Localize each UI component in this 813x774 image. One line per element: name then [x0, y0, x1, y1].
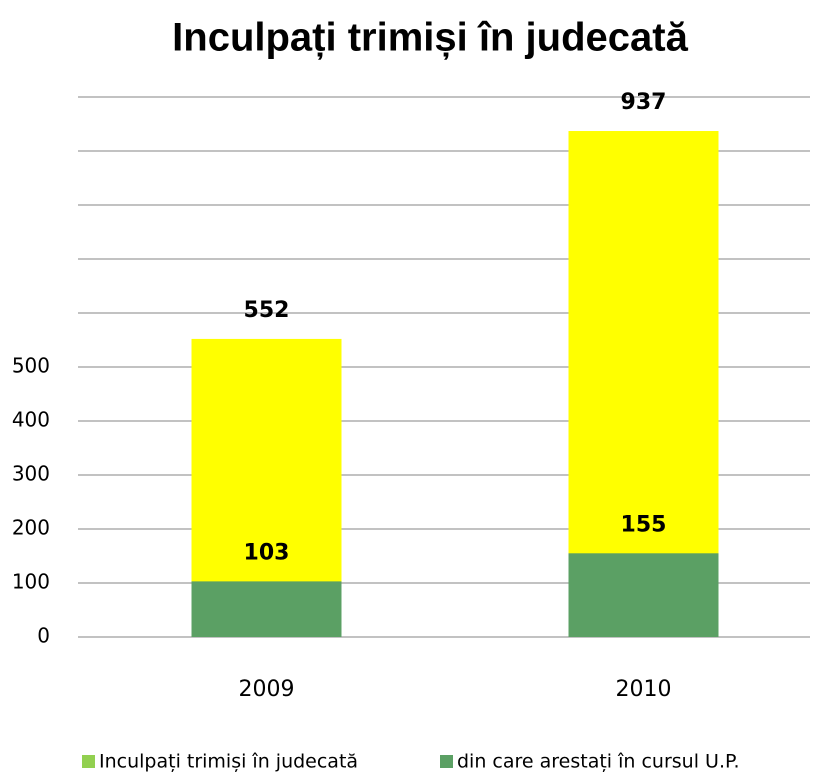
y-tick-label: 0: [37, 624, 50, 648]
y-tick-label: 200: [12, 516, 50, 540]
data-label: 155: [621, 512, 667, 537]
data-label: 103: [244, 540, 290, 565]
chart-title: Inculpați trimiși în judecată: [172, 16, 688, 60]
y-tick-label: 100: [12, 570, 50, 594]
legend-swatch: [82, 755, 95, 768]
y-tick-label: 500: [12, 354, 50, 378]
data-label: 937: [621, 90, 667, 115]
x-tick-label: 2010: [616, 677, 672, 702]
y-tick-label: 300: [12, 462, 50, 486]
data-label: 552: [244, 298, 290, 323]
legend-label: Inculpați trimiși în judecată: [99, 751, 358, 773]
x-tick-label: 2009: [239, 677, 295, 702]
y-tick-label: 400: [12, 408, 50, 432]
bar: [568, 131, 719, 637]
legend-label: din care arestați în cursul U.P.: [457, 751, 740, 773]
bar: [568, 553, 719, 637]
bar: [191, 581, 342, 637]
legend-swatch: [440, 755, 453, 768]
